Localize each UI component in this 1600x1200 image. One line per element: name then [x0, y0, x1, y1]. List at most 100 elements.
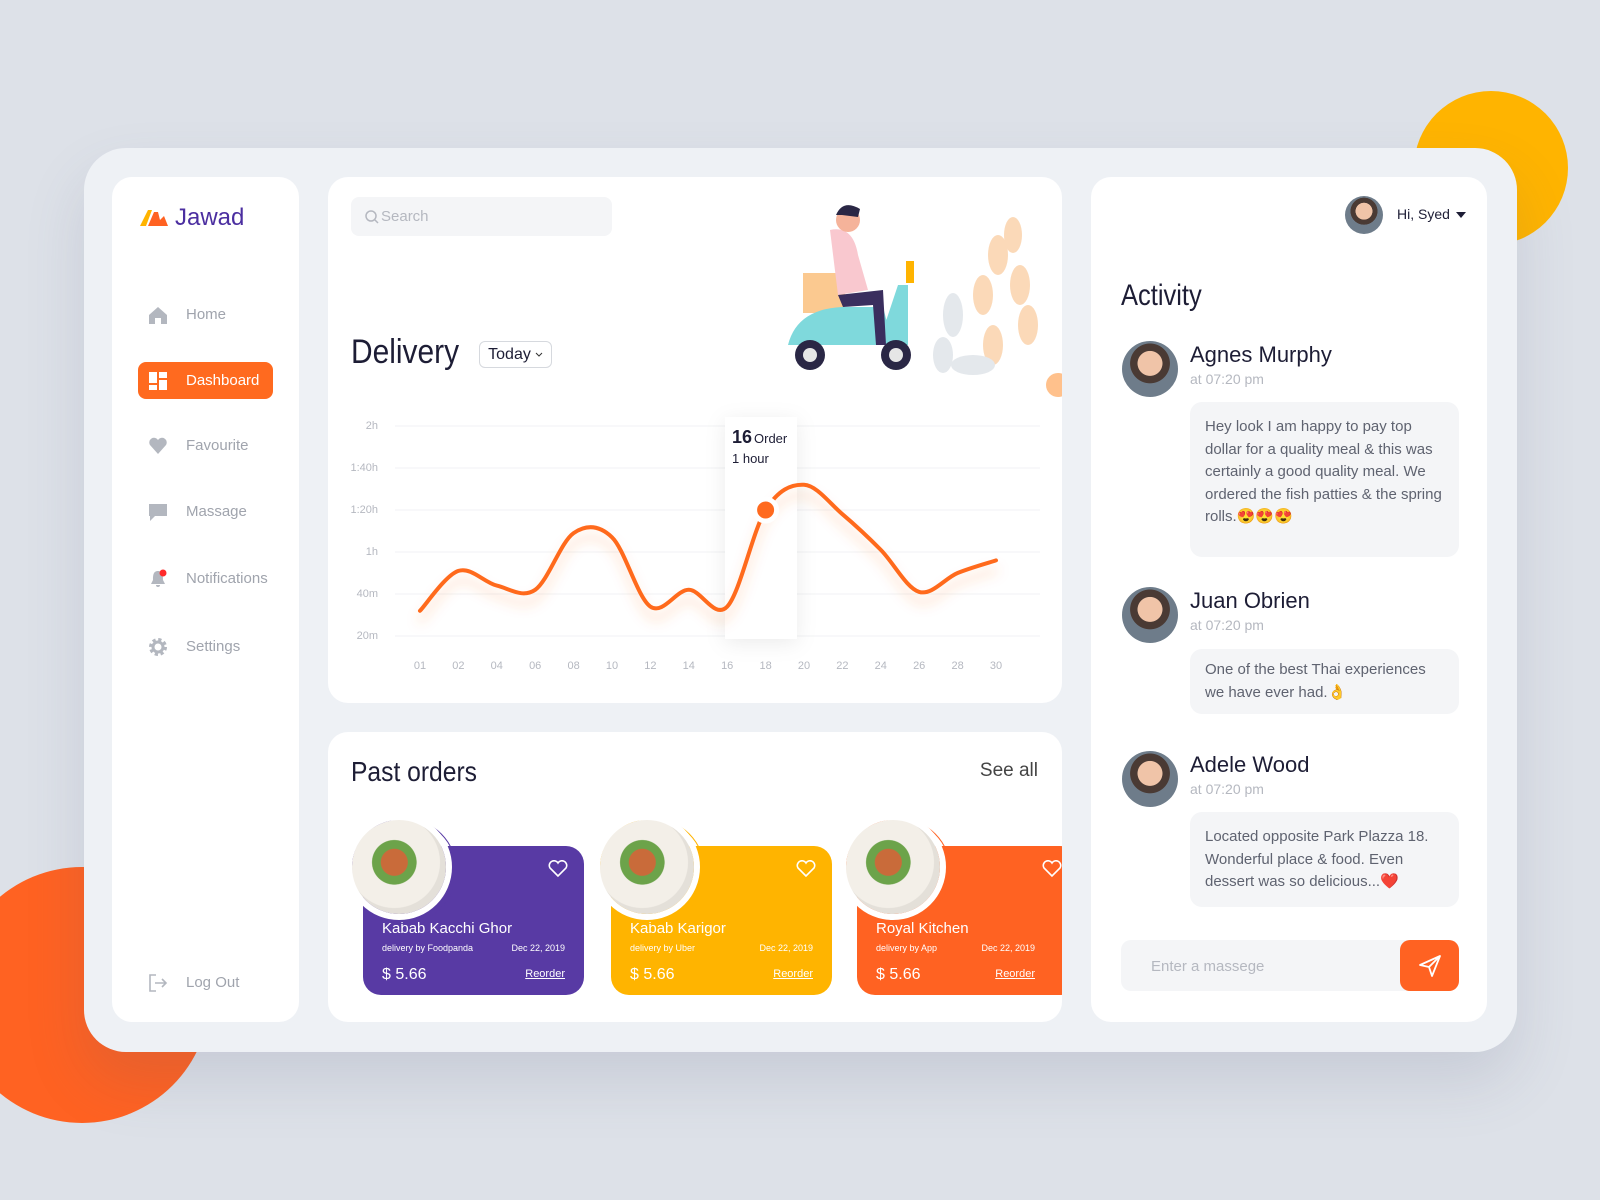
- nav-item[interactable]: Notifications: [138, 560, 273, 597]
- filter-label: Today: [488, 345, 531, 363]
- tooltip-duration: 1 hour: [732, 451, 770, 466]
- order-card[interactable]: Kabab Kacchi Ghor delivery by Foodpanda …: [363, 846, 584, 995]
- icon: [151, 569, 167, 587]
- nav-label: Dashboard: [186, 372, 260, 389]
- y-tick-label: 2h: [366, 420, 378, 432]
- nav-item[interactable]: Dashboard: [138, 362, 273, 399]
- icon: [149, 437, 167, 454]
- see-all[interactable]: See all: [979, 760, 1038, 781]
- avatar: [1122, 587, 1178, 643]
- sidebar: [112, 177, 299, 1022]
- x-tick-label: 10: [606, 660, 618, 672]
- nav-item[interactable]: Favourite: [138, 427, 273, 464]
- tooltip-count: 16: [732, 427, 752, 447]
- y-tick-label: 1:40h: [350, 462, 378, 474]
- tooltip-band: [725, 417, 797, 639]
- icon: [1418, 954, 1441, 977]
- filter-dropdown[interactable]: Today: [479, 341, 552, 368]
- x-tick-label: 20: [798, 660, 810, 672]
- avatar: [1122, 751, 1178, 807]
- icon: [149, 503, 167, 521]
- delivery-card: [328, 177, 1062, 703]
- x-tick-label: 04: [491, 660, 503, 672]
- x-tick-label: 24: [875, 660, 887, 672]
- message: Located opposite Park Plazza 18. Wonderf…: [1190, 812, 1459, 907]
- reorder[interactable]: Reorder: [995, 968, 1035, 980]
- x-tick-label: 30: [990, 660, 1002, 672]
- input-placeholder: Enter a massege: [1151, 958, 1265, 975]
- x-tick-label: 02: [452, 660, 464, 672]
- icon: [1456, 212, 1466, 218]
- nav-label: Log Out: [186, 974, 240, 991]
- favorite-icon[interactable]: [796, 860, 816, 878]
- past-orders-card: Kabab Kacchi Ghor delivery by Foodpanda …: [328, 732, 1062, 1022]
- x-tick-label: 16: [721, 660, 733, 672]
- grid: [395, 425, 1040, 637]
- restaurant-name: Kabab Karigor: [630, 920, 726, 937]
- x-tick-label: 26: [913, 660, 925, 672]
- x-tick-label: 14: [683, 660, 695, 672]
- message: Hey look I am happy to pay top dollar fo…: [1190, 402, 1459, 557]
- price: $ 5.66: [382, 966, 427, 983]
- favorite-icon[interactable]: [1042, 860, 1062, 878]
- logout[interactable]: Log Out: [138, 964, 273, 1001]
- delivery-by: delivery by Foodpanda: [382, 943, 474, 953]
- author-name: Juan Obrien: [1190, 588, 1310, 613]
- order-date: Dec 22, 2019: [981, 943, 1035, 953]
- delivery-chart: 20m 40m 1h 1:20h 1:40h 2h 01 02 04 06 08 10 12 14 16 18…: [350, 417, 1040, 672]
- avatar: [1122, 341, 1178, 397]
- x-tick-label: 22: [836, 660, 848, 672]
- section-title: Past orders: [351, 756, 477, 787]
- nav-label: Massage: [186, 503, 247, 520]
- x-tick-label: 18: [759, 660, 771, 672]
- tooltip-unit: Order: [754, 431, 788, 446]
- restaurant-name: Kabab Kacchi Ghor: [382, 920, 513, 937]
- delivery-by: delivery by Uber: [630, 943, 696, 953]
- photo-ring: [599, 818, 705, 924]
- section-title: Activity: [1121, 279, 1202, 312]
- nav-item[interactable]: Massage: [138, 493, 273, 530]
- icon: [365, 209, 379, 224]
- nav-item[interactable]: Home: [138, 296, 273, 333]
- search[interactable]: Search: [351, 197, 612, 236]
- x-tick-label: 08: [567, 660, 579, 672]
- icon: [149, 371, 167, 390]
- y-tick-label: 20m: [357, 630, 378, 642]
- favorite-icon[interactable]: [548, 860, 568, 878]
- highlight-point: [752, 496, 780, 524]
- price: $ 5.66: [876, 966, 921, 983]
- timestamp: at 07:20 pm: [1190, 617, 1264, 633]
- y-tick-label: 1h: [366, 546, 378, 558]
- timestamp: at 07:20 pm: [1190, 781, 1264, 797]
- order-date: Dec 22, 2019: [759, 943, 813, 953]
- logo: [140, 210, 168, 226]
- order-date: Dec 22, 2019: [511, 943, 565, 953]
- x-tick-label: 12: [644, 660, 656, 672]
- restaurant-name: Royal Kitchen: [876, 920, 969, 937]
- y-tick-label: 1:20h: [350, 504, 378, 516]
- food-photo: [846, 820, 940, 914]
- nav-label: Notifications: [186, 570, 268, 587]
- icon: [535, 352, 543, 357]
- x-tick-label: 01: [414, 660, 426, 672]
- line: [418, 482, 998, 613]
- nav-label: Home: [186, 306, 227, 323]
- icon: [149, 306, 167, 324]
- food-photo: [600, 820, 694, 914]
- reorder[interactable]: Reorder: [525, 968, 565, 980]
- user-avatar: [1345, 196, 1383, 234]
- x-tick-label: 28: [951, 660, 963, 672]
- reorder[interactable]: Reorder: [773, 968, 813, 980]
- price: $ 5.66: [630, 966, 675, 983]
- message: One of the best Thai experiences we have…: [1190, 649, 1459, 714]
- author-name: Agnes Murphy: [1190, 342, 1332, 367]
- send-button[interactable]: [1400, 940, 1459, 991]
- nav-label: Settings: [186, 638, 241, 655]
- author-name: Adele Wood: [1190, 752, 1310, 777]
- greeting[interactable]: Hi, Syed: [1397, 206, 1450, 222]
- food-photo: [352, 820, 446, 914]
- nav-item[interactable]: Settings: [138, 628, 273, 665]
- delivery-by: delivery by App: [876, 943, 938, 953]
